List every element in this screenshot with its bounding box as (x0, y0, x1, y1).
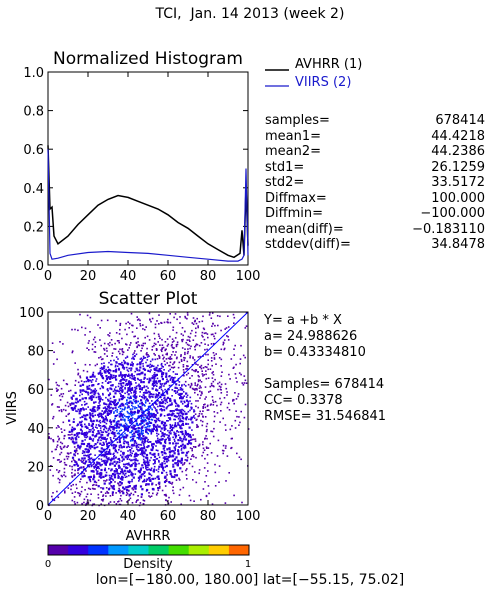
scatter-x-tick-label: 100 (236, 509, 261, 524)
colorbar-segment (48, 545, 69, 555)
scatter-y-tick-label: 100 (19, 306, 44, 321)
scatter-x-tick-label: 60 (160, 509, 177, 524)
stat-label: Diffmin= (265, 206, 323, 221)
stat-value: −100.000 (420, 206, 485, 221)
stat-label: stddev(diff)= (265, 237, 351, 252)
stat-label: mean2= (265, 144, 322, 159)
scatter-y-label: VIIRS (5, 391, 20, 425)
stat-row: stddev(diff)= 34.8478 (265, 237, 485, 253)
histogram-title: Normalized Histogram (53, 49, 243, 69)
regression-b: b= 0.43334810 (264, 345, 366, 360)
stat-label: samples= (265, 113, 330, 128)
scatter-x-label: AVHRR (126, 529, 171, 544)
stat-label: mean1= (265, 128, 322, 144)
regression-rmse: RMSE= 31.546841 (264, 409, 387, 424)
scatter-x-tick-label: 80 (200, 509, 217, 524)
scatter-points (48, 312, 250, 507)
hist-y-tick-label: 1.0 (23, 66, 44, 81)
density-colorbar (48, 545, 250, 555)
scatter-x-tick-label: 20 (80, 509, 97, 524)
stat-value: −0.183110 (412, 221, 485, 237)
scatter-y-tick-label: 80 (27, 345, 44, 360)
hist-y-tick-label: 0.0 (23, 259, 44, 274)
regression-cc: CC= 0.3378 (264, 393, 343, 408)
histogram-plot-area (47, 71, 249, 266)
colorbar-segment (188, 545, 210, 555)
scatter-y-tick-label: 60 (27, 383, 44, 398)
stat-value: 678414 (435, 113, 485, 128)
stat-row: std2= 33.5172 (265, 175, 485, 191)
hist-y-tick-label: 0.8 (23, 105, 44, 120)
hist-x-tick-label: 0 (44, 269, 52, 284)
stat-row: samples= 678414 (265, 113, 485, 129)
stat-value: 44.2386 (431, 144, 485, 159)
hist-x-tick-label: 100 (236, 269, 261, 284)
stat-row: mean1= 44.4218 (265, 129, 485, 145)
histogram-series-viirs (47, 149, 249, 262)
stat-row: std1= 26.1259 (265, 160, 485, 176)
hist-y-tick-label: 0.2 (23, 220, 44, 235)
stat-label: std1= (265, 159, 305, 175)
legend-label-viirs: VIIRS (2) (295, 75, 351, 90)
regression-panel: Y= a +b * X a= 24.988626 b= 0.43334810 S… (264, 313, 386, 425)
stat-row: Diffmin= −100.000 (265, 206, 485, 222)
colorbar-segment (88, 545, 109, 555)
stat-label: std2= (265, 175, 305, 190)
regression-equation: Y= a +b * X (264, 313, 342, 328)
scatter-reference-line (47, 311, 249, 506)
stat-row: mean(diff)= −0.183110 (265, 222, 485, 238)
hist-x-tick-label: 80 (200, 269, 217, 284)
colorbar-min-label: 0 (45, 559, 51, 570)
stat-label: Diffmax= (265, 190, 327, 206)
scatter-y-tick-label: 40 (27, 422, 44, 437)
stat-row: Diffmax= 100.000 (265, 191, 485, 207)
legend-label-avhrr: AVHRR (1) (295, 57, 362, 72)
regression-samples: Samples= 678414 (264, 377, 385, 392)
stat-value: 26.1259 (431, 159, 485, 175)
stat-row: mean2= 44.2386 (265, 144, 485, 160)
stat-label: mean(diff)= (265, 221, 344, 237)
hist-y-tick-label: 0.6 (23, 143, 44, 158)
scatter-x-tick-label: 40 (120, 509, 137, 524)
scatter-y-tick-label: 0 (36, 499, 44, 514)
stat-value: 34.8478 (431, 237, 485, 252)
colorbar-segment (148, 545, 170, 555)
scatter-x-tick-label: 0 (44, 509, 52, 524)
statistics-panel: samples= 678414 mean1= 44.4218 mean2= 44.2386… (265, 113, 485, 253)
page-title: TCI, Jan. 14 2013 (week 2) (155, 6, 345, 22)
hist-y-tick-label: 0.4 (23, 182, 44, 197)
colorbar-title: Density (123, 557, 173, 572)
scatter-y-tick-label: 20 (27, 460, 44, 475)
colorbar-segment (68, 545, 89, 555)
hist-x-tick-label: 60 (160, 269, 177, 284)
hist-x-tick-label: 40 (120, 269, 137, 284)
stat-value: 33.5172 (431, 175, 485, 190)
hist-x-tick-label: 20 (80, 269, 97, 284)
colorbar-segment (228, 545, 250, 555)
colorbar-max-label: 1 (245, 559, 251, 570)
scatter-plot-area (47, 311, 249, 506)
stat-value: 100.000 (431, 190, 485, 206)
stat-value: 44.4218 (431, 128, 485, 144)
scatter-title: Scatter Plot (99, 289, 198, 309)
footer-range: lon=[−180.00, 180.00] lat=[−55.15, 75.02… (95, 572, 405, 588)
colorbar-segment (108, 545, 129, 555)
colorbar-segment (208, 545, 230, 555)
colorbar-segment (128, 545, 149, 555)
histogram-series-avhrr (47, 145, 249, 259)
regression-a: a= 24.988626 (264, 329, 358, 344)
colorbar-segment (168, 545, 190, 555)
